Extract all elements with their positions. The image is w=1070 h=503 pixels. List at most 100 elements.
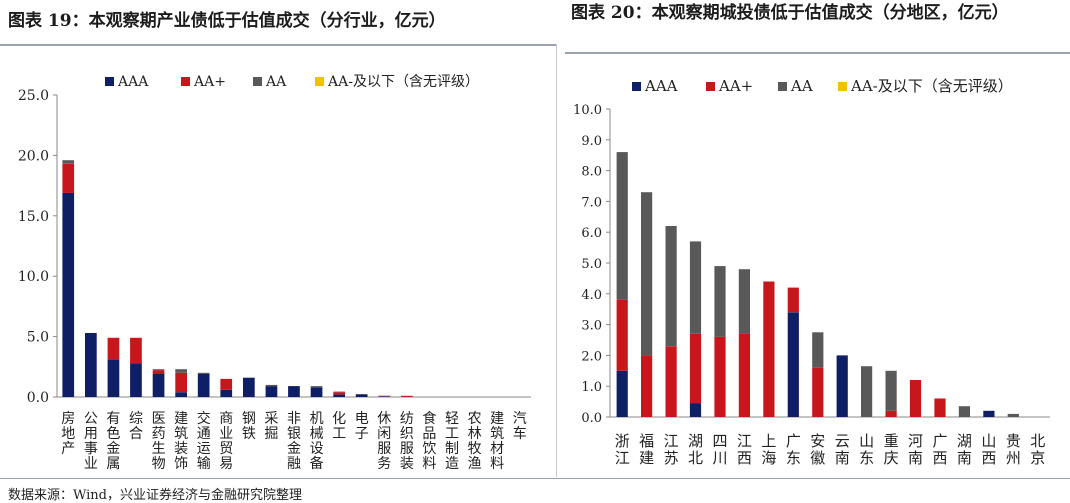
x-tick-label: 湖南	[957, 432, 972, 467]
legend-swatch-AA+	[181, 77, 190, 86]
bar-AA+-浙江	[616, 300, 628, 371]
bar-AA+-江西	[738, 333, 750, 417]
x-tick-label: 医药生物	[152, 411, 166, 472]
source-note: 数据来源：Wind，兴业证券经济与金融研究院整理	[8, 488, 302, 503]
x-tick-label: 河南	[908, 432, 923, 467]
legend-swatch-AA	[778, 82, 787, 91]
y-tick-label: 1.0	[581, 380, 602, 395]
right-title-rule	[565, 52, 1070, 54]
bar-AA-化工	[333, 391, 345, 393]
x-tick-label: 轻工制造	[445, 411, 459, 472]
bar-AA+-河南	[909, 380, 922, 417]
bar-AA-采掘	[265, 384, 278, 387]
y-tick-label: 6.0	[581, 226, 602, 241]
x-tick-label: 公用事业	[84, 411, 98, 472]
bar-AA-山东	[861, 366, 873, 417]
x-tick-label: 电子	[355, 411, 369, 442]
bar-AA-休闲服务	[378, 395, 391, 397]
bar-AA+-纺织服装	[401, 395, 413, 397]
bar-AA+-上海	[763, 281, 775, 417]
bar-AAA-商业贸易	[220, 389, 233, 397]
bar-AA-四川	[714, 266, 726, 337]
bar-AA+-广西	[934, 398, 946, 417]
bar-AAA-化工	[333, 394, 345, 397]
bar-AA-湖南	[958, 406, 970, 417]
bar-AA-交通运输	[197, 372, 210, 374]
x-tick-label: 采掘	[264, 411, 278, 442]
bar-AA-贵州	[1007, 413, 1019, 417]
y-tick-label: 5.0	[581, 257, 602, 272]
x-tick-label: 有色金属	[106, 411, 120, 472]
bar-AAA-广东	[787, 312, 799, 417]
bar-AA-湖北	[689, 241, 702, 334]
bar-AA+-综合	[130, 337, 142, 364]
y-tick-label: 15.0	[18, 209, 49, 225]
y-tick-label: 4.0	[581, 288, 602, 303]
legend-swatch-AA	[253, 77, 262, 86]
bar-AA+-重庆	[885, 410, 897, 417]
x-tick-label: 房地产	[61, 411, 75, 457]
bar-AA+-湖北	[689, 333, 702, 404]
bar-AA-电子	[355, 394, 368, 395]
bar-AA+-商业贸易	[220, 378, 233, 390]
y-tick-label: 9.0	[581, 134, 602, 149]
industry-bar-chart: 0.05.010.015.020.025.0房地产公用事业有色金属综合医药生物建…	[18, 74, 531, 472]
x-tick-label: 山西	[981, 432, 996, 467]
bar-AA-江西	[738, 269, 750, 334]
bar-AA+-化工	[333, 392, 345, 395]
bar-AAA-有色金属	[107, 359, 120, 397]
x-tick-label: 浙江	[615, 432, 630, 467]
y-tick-label: 10.0	[573, 103, 602, 118]
y-tick-label: 5.0	[27, 330, 49, 346]
legend-label: AA+	[193, 74, 226, 90]
bar-AAA-医药生物	[152, 374, 165, 397]
legend-swatch-AA-及以下（含无评级）	[838, 82, 847, 91]
x-tick-label: 四川	[712, 432, 727, 467]
bar-AAA-非银金融	[288, 386, 300, 397]
x-tick-label: 交通运输	[197, 410, 211, 472]
left-title-rule	[0, 44, 556, 46]
x-tick-label: 云南	[835, 432, 850, 467]
x-tick-label: 江苏	[664, 432, 679, 467]
bar-AA-机械设备	[310, 386, 323, 388]
x-tick-label: 北京	[1030, 432, 1045, 467]
bar-AA-建筑装饰	[175, 369, 187, 373]
x-tick-label: 安徽	[810, 432, 825, 467]
x-tick-label: 汽车	[513, 411, 527, 442]
bar-AA-安徽	[812, 332, 824, 368]
x-tick-label: 广西	[932, 432, 947, 467]
bar-AA+-建筑装饰	[175, 372, 187, 393]
left-chart-title: 图表 19：本观察期产业债低于估值成交（分行业，亿元）	[8, 11, 446, 31]
legend-label: AA	[790, 77, 813, 95]
bar-AA+-福建	[641, 355, 653, 417]
x-tick-label: 休闲服务	[377, 411, 391, 472]
bar-AA-房地产	[62, 160, 75, 164]
chart-separator	[556, 44, 557, 477]
bar-AA+-江苏	[665, 346, 677, 417]
region-bar-chart: 0.0 1.0 2.0 3.0 4.0 5.0 6.0 7.0 8.0 9.0 10.0 浙江福建江苏…	[573, 77, 1050, 467]
bar-AA-医药生物	[152, 369, 165, 371]
bar-AA-福建	[641, 192, 653, 356]
legend-label: AAA	[117, 74, 149, 90]
bar-AAA-交通运输	[197, 374, 210, 397]
bar-AA+-四川	[714, 336, 726, 417]
legend-swatch-AAA	[632, 82, 641, 91]
legend-swatch-AA-及以下（含无评级）	[315, 77, 324, 86]
bar-AAA-房地产	[62, 192, 75, 397]
x-tick-label: 建筑装饰	[174, 411, 188, 472]
y-tick-label: 20.0	[18, 148, 49, 164]
bar-AAA-浙江	[616, 370, 628, 417]
x-tick-label: 江西	[737, 432, 752, 467]
bar-AAA-综合	[130, 363, 142, 397]
y-tick-label: 25.0	[18, 88, 49, 104]
bar-AA-及以下（含无评级）-休闲服务	[378, 395, 391, 396]
x-tick-label: 建筑材料	[490, 411, 504, 472]
bar-AA+-广东	[787, 287, 799, 313]
footer-rule	[0, 478, 1070, 479]
bar-AA+-安徽	[812, 367, 824, 417]
bar-AA-江苏	[665, 226, 677, 347]
bar-AA-重庆	[885, 370, 897, 411]
bar-AAA-建筑装饰	[175, 392, 187, 397]
x-tick-label: 福建	[639, 432, 654, 467]
x-tick-label: 食品饮料	[422, 410, 436, 472]
